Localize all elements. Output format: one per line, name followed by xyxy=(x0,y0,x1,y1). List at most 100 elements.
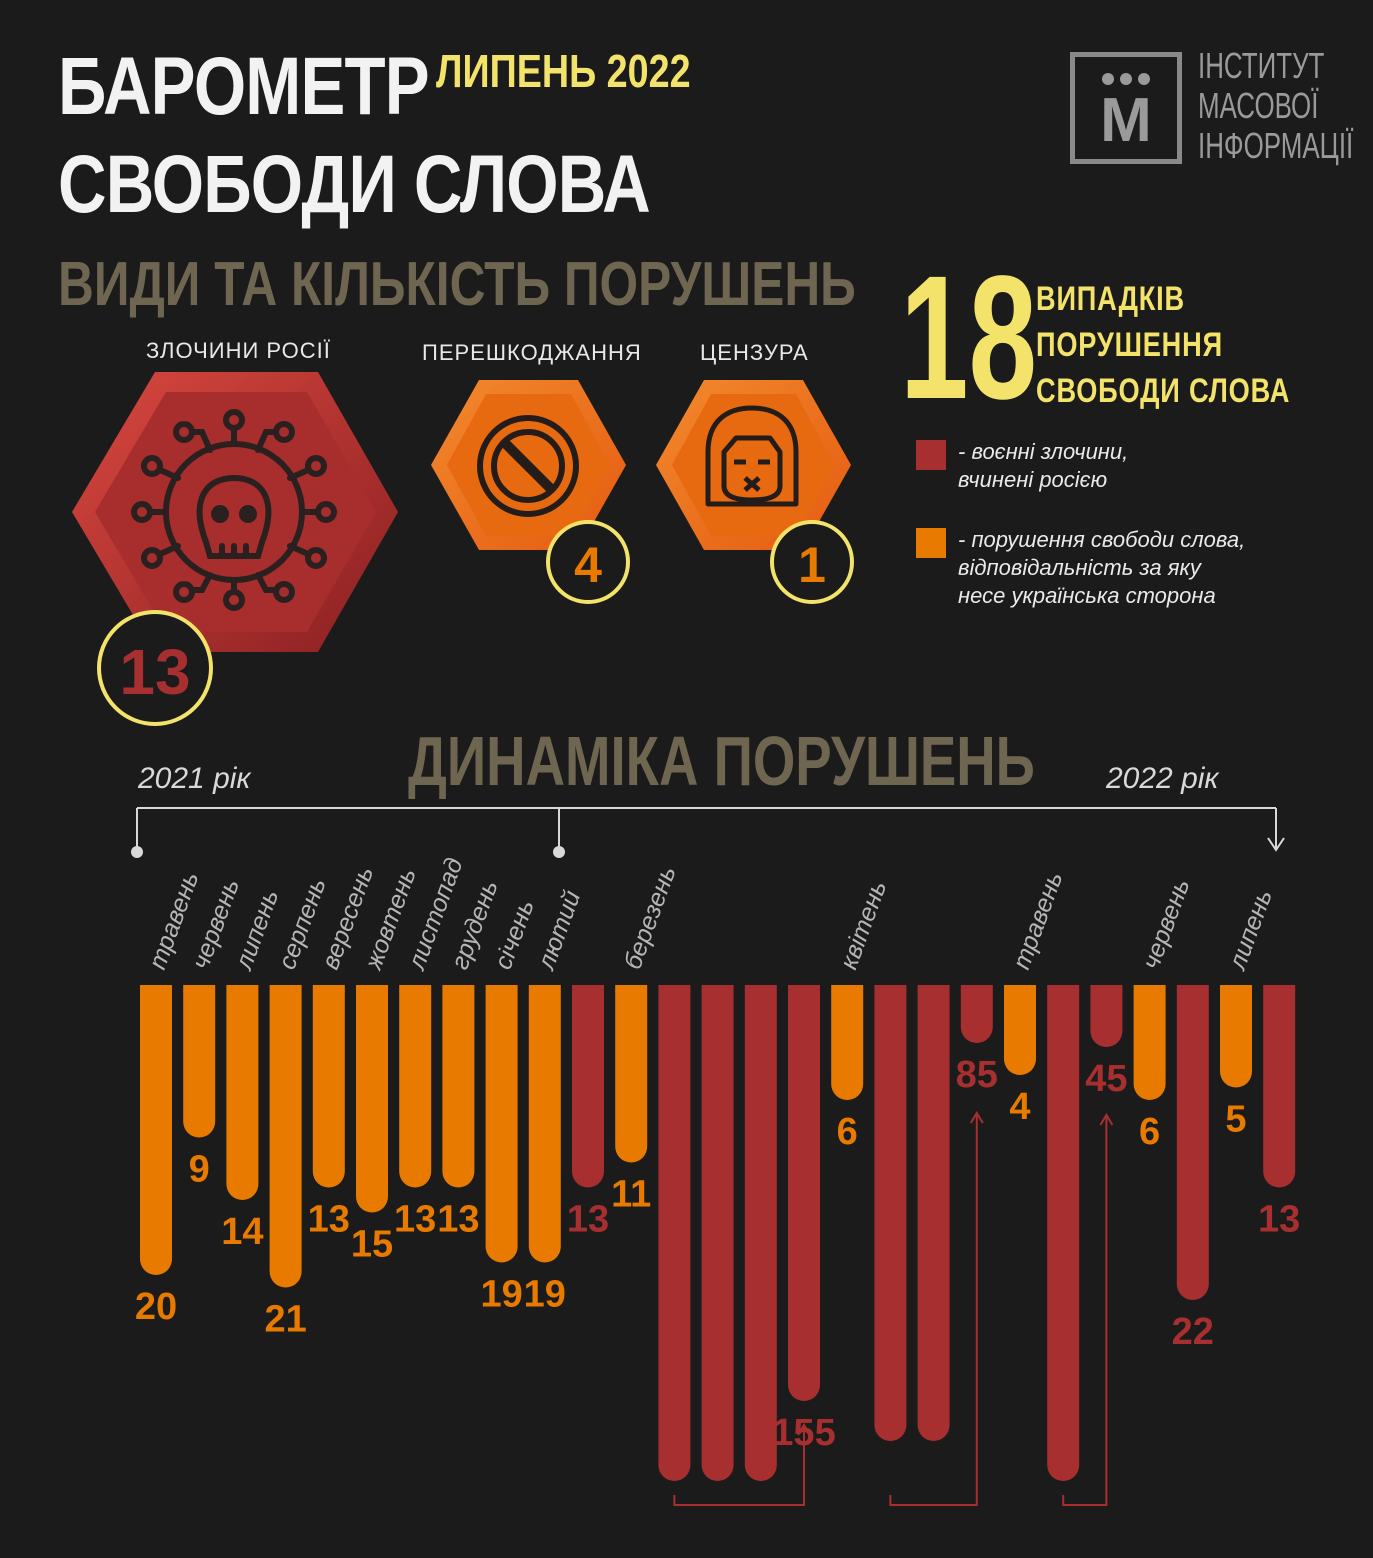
chart-title: ДИНАМІКА ПОРУШЕНЬ xyxy=(408,722,1035,800)
total-caption-line3: СВОБОДИ СЛОВА xyxy=(1036,372,1291,410)
bar-value-label: 14 xyxy=(221,1211,263,1253)
chart-bar xyxy=(1220,985,1252,1088)
count-badge-censorship: 1 xyxy=(770,520,854,604)
bar-value-label: 15 xyxy=(351,1224,393,1266)
bar-value-label: 5 xyxy=(1225,1099,1246,1141)
hexagon-crimes xyxy=(72,372,398,652)
chart-bar xyxy=(831,985,864,1100)
logo-letter: М xyxy=(1100,86,1152,155)
chart-bar xyxy=(701,985,734,1481)
chart-bar xyxy=(788,985,820,1401)
month-label: квітень xyxy=(835,877,893,973)
total-caption: ВИПАДКІВ ПОРУШЕННЯ СВОБОДИ СЛОВА xyxy=(1036,276,1290,414)
logo-mark-icon: М xyxy=(1100,73,1152,155)
legend-orange-line1: - порушення свободи слова, xyxy=(958,527,1246,552)
chart-bar xyxy=(917,985,950,1441)
bar-connectors xyxy=(673,1111,1114,1506)
logo: М xyxy=(1070,52,1182,164)
bar-value-label: 19 xyxy=(480,1274,522,1316)
bar-value-label: 11 xyxy=(611,1174,651,1216)
total-count: 18 xyxy=(900,240,1038,436)
category-label-obstruction: ПЕРЕШКОДЖАННЯ xyxy=(422,340,642,365)
report-month: ЛИПЕНЬ 2022 xyxy=(436,45,691,97)
bar-value-label: 85 xyxy=(956,1054,998,1096)
chart-bar xyxy=(1047,985,1080,1481)
timeline xyxy=(131,807,1285,858)
bar-value-label: 13 xyxy=(437,1199,479,1241)
chart-bar xyxy=(312,985,345,1188)
connector-arrow xyxy=(969,1111,984,1124)
bar-value-label: 13 xyxy=(1258,1199,1300,1241)
bar-value-label: 6 xyxy=(1139,1111,1160,1153)
logo-text: ІНСТИТУТ МАСОВОЇ ІНФОРМАЦІЇ xyxy=(1198,46,1353,166)
svg-text:4: 4 xyxy=(574,537,602,593)
month-label: червень xyxy=(1137,875,1195,973)
legend-text-red: - воєнні злочини, вчинені росією xyxy=(958,438,1128,494)
chart-bar xyxy=(226,985,259,1200)
month-label: липень xyxy=(1223,886,1278,975)
prohibited-icon xyxy=(477,415,579,517)
bar-value-label: 4 xyxy=(1009,1086,1030,1128)
bar-value-label: 22 xyxy=(1172,1311,1214,1353)
chart-bar xyxy=(744,985,777,1481)
category-label-censorship: ЦЕНЗУРА xyxy=(700,340,809,365)
chart-bar xyxy=(356,985,388,1213)
bar-value-label: 19 xyxy=(524,1274,566,1316)
logo-line3: ІНФОРМАЦІЇ xyxy=(1198,125,1354,166)
chart-bar xyxy=(485,985,518,1263)
page-title-line1: БАРОМЕТР xyxy=(58,41,430,132)
count-badge-crimes: 13 xyxy=(97,610,213,726)
connector-line xyxy=(673,1425,805,1506)
month-label: лютий xyxy=(531,887,586,975)
chart-bar xyxy=(1004,985,1036,1075)
page-title-line2: СВОБОДИ СЛОВА xyxy=(58,139,651,230)
chart-bar xyxy=(658,985,691,1481)
legend-red-line1: - воєнні злочини, xyxy=(958,439,1129,464)
legend-orange-line2: відповідальність за яку xyxy=(958,555,1201,580)
chart-bar xyxy=(269,985,302,1288)
year-start-label: 2021 рік xyxy=(138,762,251,795)
category-graphics: 13 4 1 xyxy=(72,372,854,726)
month-labels: травеньчервеньлипеньсерпеньвересеньжовте… xyxy=(143,854,1278,975)
silenced-face-icon xyxy=(705,405,799,507)
skull-virus-icon xyxy=(131,409,337,611)
logo-line2: МАСОВОЇ xyxy=(1198,85,1319,126)
svg-text:13: 13 xyxy=(119,636,190,708)
count-badge-obstruction: 4 xyxy=(546,520,630,604)
bar-value-label: 155 xyxy=(772,1412,835,1454)
legend-swatch-orange xyxy=(916,528,946,558)
total-caption-line1: ВИПАДКІВ xyxy=(1036,280,1185,318)
chart-bar xyxy=(442,985,475,1188)
chart-bar xyxy=(874,985,907,1441)
chart-bar xyxy=(399,985,432,1188)
bar-value-label: 45 xyxy=(1085,1058,1127,1100)
bar-value-label: 21 xyxy=(264,1299,306,1341)
bar-value-label: 9 xyxy=(189,1149,210,1191)
chart-bar xyxy=(572,985,604,1188)
bar-value-label: 13 xyxy=(567,1199,609,1241)
chart-bar xyxy=(615,985,648,1163)
svg-text:1: 1 xyxy=(798,537,826,593)
bar-value-label: 13 xyxy=(308,1199,350,1241)
chart-bar xyxy=(183,985,216,1138)
chart-bar xyxy=(1090,985,1123,1047)
connector-arrow xyxy=(1099,1113,1114,1126)
year-end-label: 2022 рік xyxy=(1106,762,1219,795)
legend-swatch-red xyxy=(916,440,946,470)
chart-bar xyxy=(528,985,561,1263)
total-caption-line2: ПОРУШЕННЯ xyxy=(1036,326,1223,364)
connector-line xyxy=(1062,1115,1108,1506)
bar-value-label: 20 xyxy=(135,1286,177,1328)
logo-line1: ІНСТИТУТ xyxy=(1198,45,1325,86)
month-label: березень xyxy=(619,862,682,973)
section-title-types: ВИДИ ТА КІЛЬКІСТЬ ПОРУШЕНЬ xyxy=(58,250,856,319)
chart-bar xyxy=(1176,985,1209,1300)
connector-arrow xyxy=(797,1423,811,1436)
month-label: травень xyxy=(1007,868,1068,973)
legend-red-line2: вчинені росією xyxy=(958,467,1108,492)
legend-text-orange: - порушення свободи слова, відповідальні… xyxy=(958,526,1245,610)
bars-group xyxy=(140,985,1296,1481)
category-label-crimes: ЗЛОЧИНИ РОСІЇ xyxy=(146,338,331,363)
